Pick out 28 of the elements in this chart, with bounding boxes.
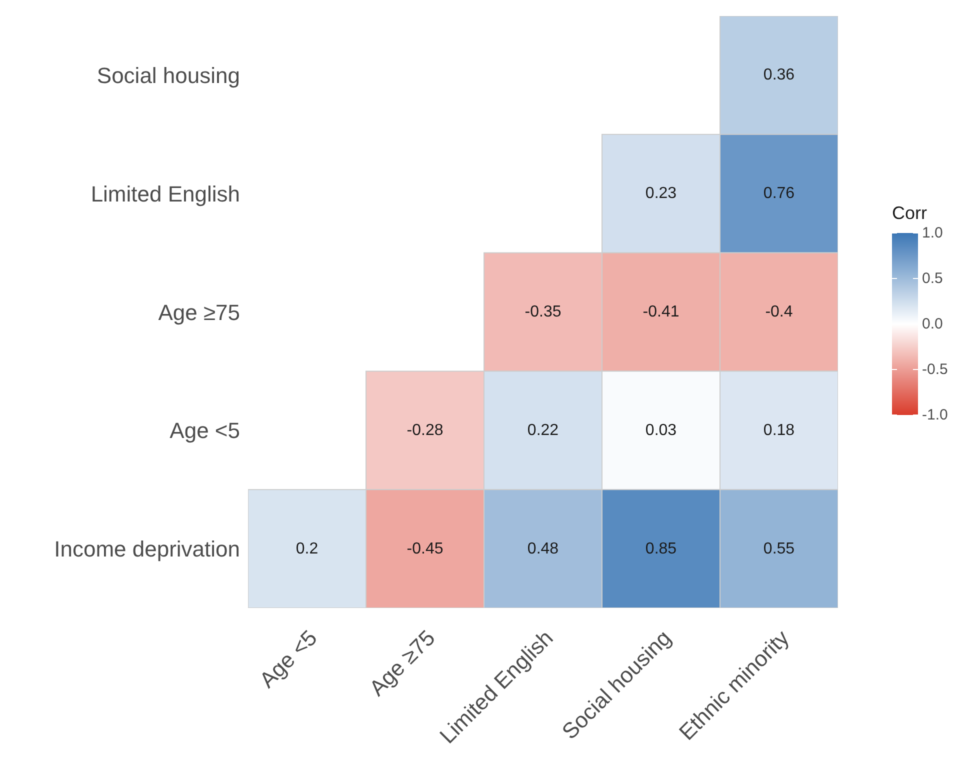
data-label: -0.45 [406, 540, 444, 558]
data-label: 0.2 [296, 540, 318, 558]
y-tick-label: Age ≥75 [158, 300, 240, 325]
data-label: 0.36 [763, 66, 795, 84]
x-tick-label: Age <5 [254, 625, 322, 693]
data-label: 0.18 [763, 422, 795, 439]
data-label: -0.4 [765, 304, 793, 320]
color-bar-label: 0.0 [922, 316, 943, 332]
y-tick-label: Social housing [96, 63, 240, 88]
color-bar-title: Corr [892, 203, 928, 223]
color-bar-label: 1.0 [922, 224, 943, 242]
data-label: 0.03 [645, 422, 677, 439]
data-label: -0.41 [642, 304, 680, 320]
data-label: 0.55 [763, 540, 795, 558]
color-bar-label: 0.5 [922, 270, 943, 287]
y-tick-label: Income deprivation [54, 536, 240, 562]
y-tick-label: Limited English [90, 181, 240, 206]
x-tick-label: Age ≥75 [364, 625, 440, 701]
data-label: 0.76 [763, 185, 795, 202]
data-label: 0.85 [645, 540, 677, 558]
y-tick-label: Age <5 [170, 418, 240, 444]
data-label: -0.28 [406, 422, 444, 439]
color-bar-label: -1.0 [922, 406, 948, 424]
data-label: 0.48 [527, 540, 559, 558]
data-label: 0.23 [645, 185, 677, 202]
data-label: -0.35 [524, 304, 562, 320]
data-label: 0.22 [527, 422, 559, 439]
color-bar-label: -0.5 [922, 361, 948, 378]
